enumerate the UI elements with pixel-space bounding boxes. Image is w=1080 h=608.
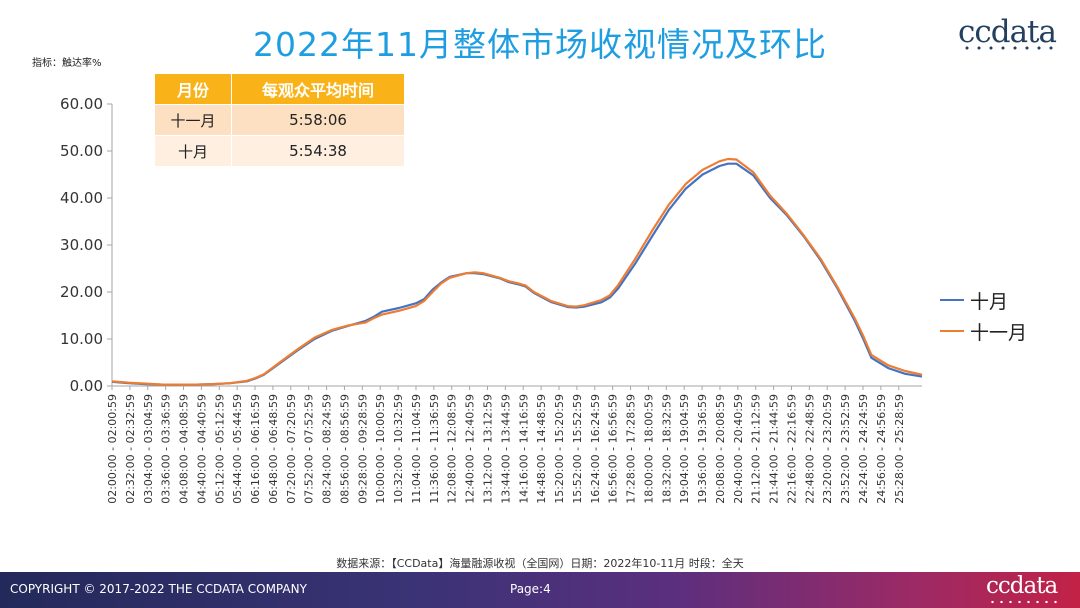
x-tick-label: 22:48:00 - 22:48:59 bbox=[803, 394, 816, 504]
x-tick-label: 03:04:00 - 03:04:59 bbox=[142, 394, 155, 504]
x-tick-label: 15:20:00 - 15:20:59 bbox=[553, 394, 566, 504]
x-tick-label: 20:40:00 - 20:40:59 bbox=[732, 394, 745, 504]
footer-brand-logo: ccdata bbox=[986, 573, 1058, 599]
x-tick-label: 04:40:00 - 04:40:59 bbox=[195, 394, 208, 504]
y-tick-label: 10.00 bbox=[60, 330, 103, 348]
legend-swatch-oct bbox=[940, 299, 964, 301]
header-month: 月份 bbox=[154, 73, 232, 105]
cell-time: 5:54:38 bbox=[231, 135, 405, 167]
x-tick-label: 25:28:00 - 25:28:59 bbox=[893, 394, 906, 504]
x-tick-label: 19:36:00 - 19:36:59 bbox=[696, 394, 709, 504]
legend-swatch-nov bbox=[940, 330, 964, 332]
x-tick-label: 11:36:00 - 11:36:59 bbox=[428, 394, 441, 504]
copyright-text: COPYRIGHT © 2017-2022 THE CCDATA COMPANY bbox=[10, 582, 307, 596]
x-tick-label: 02:32:00 - 02:32:59 bbox=[124, 394, 137, 504]
table-header-row: 月份 每观众平均时间 bbox=[154, 73, 405, 105]
x-tick-label: 24:56:00 - 24:56:59 bbox=[875, 394, 888, 504]
x-tick-label: 20:08:00 - 20:08:59 bbox=[714, 394, 727, 504]
page-title: 2022年11月整体市场收视情况及环比 bbox=[253, 25, 827, 64]
x-tick-label: 23:20:00 - 23:20:59 bbox=[821, 394, 834, 504]
x-tick-label: 10:00:00 - 10:00:59 bbox=[374, 394, 387, 504]
x-tick-label: 19:04:00 - 19:04:59 bbox=[678, 394, 691, 504]
x-tick-label: 11:04:00 - 11:04:59 bbox=[410, 394, 423, 504]
x-tick-label: 16:56:00 - 16:56:59 bbox=[607, 394, 620, 504]
x-tick-label: 14:48:00 - 14:48:59 bbox=[535, 394, 548, 504]
x-tick-label: 15:52:00 - 15:52:59 bbox=[571, 394, 584, 504]
x-tick-label: 08:24:00 - 08:24:59 bbox=[321, 394, 334, 504]
table-row: 十月 5:54:38 bbox=[154, 135, 405, 167]
x-tick-label: 12:08:00 - 12:08:59 bbox=[446, 394, 459, 504]
x-tick-label: 21:12:00 - 21:12:59 bbox=[750, 394, 763, 504]
x-tick-label: 07:20:00 - 07:20:59 bbox=[285, 394, 298, 504]
x-tick-label: 14:16:00 - 14:16:59 bbox=[517, 394, 530, 504]
x-tick-label: 13:12:00 - 13:12:59 bbox=[481, 394, 494, 504]
cell-month: 十一月 bbox=[154, 104, 232, 136]
header-avg-time: 每观众平均时间 bbox=[231, 73, 405, 105]
line-chart: 0.00 10.00 20.00 30.00 40.00 50.00 60.00 02:00:… bbox=[60, 95, 923, 504]
x-tick-label: 22:16:00 - 22:16:59 bbox=[785, 394, 798, 504]
brand-logo-dots bbox=[961, 46, 1057, 50]
x-tick-label: 10:32:00 - 10:32:59 bbox=[392, 394, 405, 504]
y-tick-label: 60.00 bbox=[60, 95, 103, 113]
x-tick-label: 18:32:00 - 18:32:59 bbox=[660, 394, 673, 504]
table-row: 十一月 5:58:06 bbox=[154, 104, 405, 136]
x-tick-label: 12:40:00 - 12:40:59 bbox=[464, 394, 477, 504]
y-tick-label: 20.00 bbox=[60, 283, 103, 301]
footer-brand-dots bbox=[988, 600, 1058, 604]
x-tick-label: 06:16:00 - 06:16:59 bbox=[249, 394, 262, 504]
series-line-oct bbox=[111, 162, 923, 386]
legend-label-nov: 十一月 bbox=[970, 322, 1028, 344]
legend-label-oct: 十月 bbox=[970, 291, 1009, 313]
x-tick-label: 02:00:00 - 02:00:59 bbox=[106, 394, 119, 504]
x-tick-label: 03:36:00 - 03:36:59 bbox=[160, 394, 173, 504]
footer-bar: COPYRIGHT © 2017-2022 THE CCDATA COMPANY… bbox=[0, 572, 1080, 608]
x-tick-label: 17:28:00 - 17:28:59 bbox=[625, 394, 638, 504]
y-tick-label: 0.00 bbox=[70, 377, 103, 395]
data-source-note: 数据来源：【CCData】海量融源收视（全国网）日期：2022年10-11月 时… bbox=[336, 557, 744, 570]
series-line-nov bbox=[111, 157, 923, 386]
x-tick-label: 08:56:00 - 08:56:59 bbox=[338, 394, 351, 504]
x-tick-label: 09:28:00 - 09:28:59 bbox=[356, 394, 369, 504]
y-tick-label: 40.00 bbox=[60, 189, 103, 207]
cell-time: 5:58:06 bbox=[231, 104, 405, 136]
x-tick-label: 05:44:00 - 05:44:59 bbox=[231, 394, 244, 504]
avg-viewing-time-table: 月份 每观众平均时间 十一月 5:58:06 十月 5:54:38 bbox=[154, 73, 405, 167]
y-tick-label: 30.00 bbox=[60, 236, 103, 254]
brand-logo: ccdata bbox=[958, 14, 1057, 50]
x-tick-label: 06:48:00 - 06:48:59 bbox=[267, 394, 280, 504]
x-tick-label: 21:44:00 - 21:44:59 bbox=[768, 394, 781, 504]
cell-month: 十月 bbox=[154, 135, 232, 167]
x-tick-label: 13:44:00 - 13:44:59 bbox=[499, 394, 512, 504]
metric-label: 指标：触达率% bbox=[32, 58, 102, 69]
page-number: Page:4 bbox=[510, 582, 551, 596]
x-tick-label: 07:52:00 - 07:52:59 bbox=[303, 394, 316, 504]
x-tick-label: 18:00:00 - 18:00:59 bbox=[642, 394, 655, 504]
x-tick-label: 24:24:00 - 24:24:59 bbox=[857, 394, 870, 504]
x-tick-label: 04:08:00 - 04:08:59 bbox=[178, 394, 191, 504]
x-tick-label: 23:52:00 - 23:52:59 bbox=[839, 394, 852, 504]
x-tick-label: 16:24:00 - 16:24:59 bbox=[589, 394, 602, 504]
x-tick-label: 05:12:00 - 05:12:59 bbox=[213, 394, 226, 504]
y-tick-label: 50.00 bbox=[60, 142, 103, 160]
